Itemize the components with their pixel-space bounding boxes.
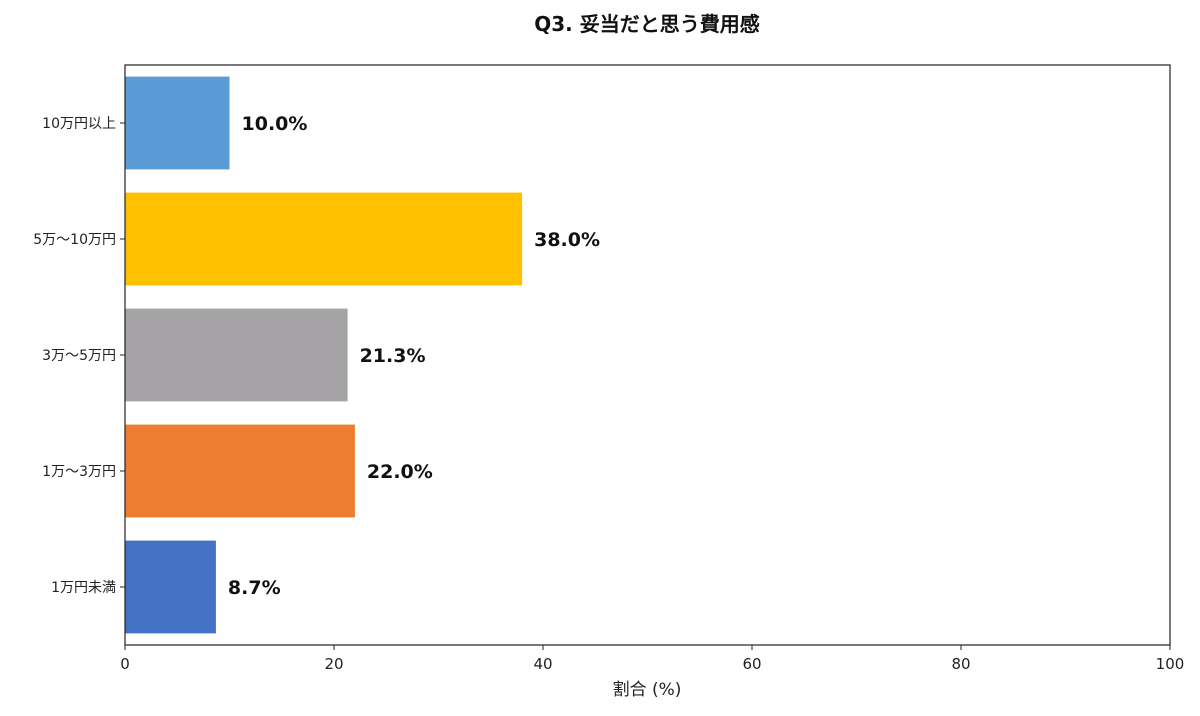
x-tick-label: 60 xyxy=(742,655,761,673)
bar xyxy=(125,192,523,286)
category-label: 1万〜3万円 xyxy=(42,464,116,480)
data-label: 22.0% xyxy=(367,461,433,483)
x-axis-label: 割合 (%) xyxy=(613,680,682,700)
data-label: 8.7% xyxy=(228,577,281,599)
x-tick-label: 20 xyxy=(324,655,343,673)
plot-area: 10万円以上 10.0% 5万〜10万円 38.0% 3万〜5万円 21.3% 1万〜3万円… xyxy=(33,64,1185,673)
data-label: 21.3% xyxy=(360,345,426,367)
bar xyxy=(125,76,230,170)
bar xyxy=(125,540,216,634)
category-label: 3万〜5万円 xyxy=(42,348,116,364)
bar xyxy=(125,308,348,402)
x-tick-label: 40 xyxy=(533,655,552,673)
category-label: 10万円以上 xyxy=(42,116,116,132)
bar xyxy=(125,424,355,518)
category-label: 5万〜10万円 xyxy=(33,232,116,248)
plot-frame xyxy=(124,64,1171,646)
category-label: 1万円未満 xyxy=(51,580,116,596)
data-label: 38.0% xyxy=(534,229,600,251)
data-label: 10.0% xyxy=(242,113,308,135)
x-tick-label: 80 xyxy=(951,655,970,673)
x-tick-label: 0 xyxy=(120,655,130,673)
x-tick-label: 100 xyxy=(1156,655,1185,673)
chart-title: Q3. 妥当だと思う費用感 xyxy=(534,12,759,36)
